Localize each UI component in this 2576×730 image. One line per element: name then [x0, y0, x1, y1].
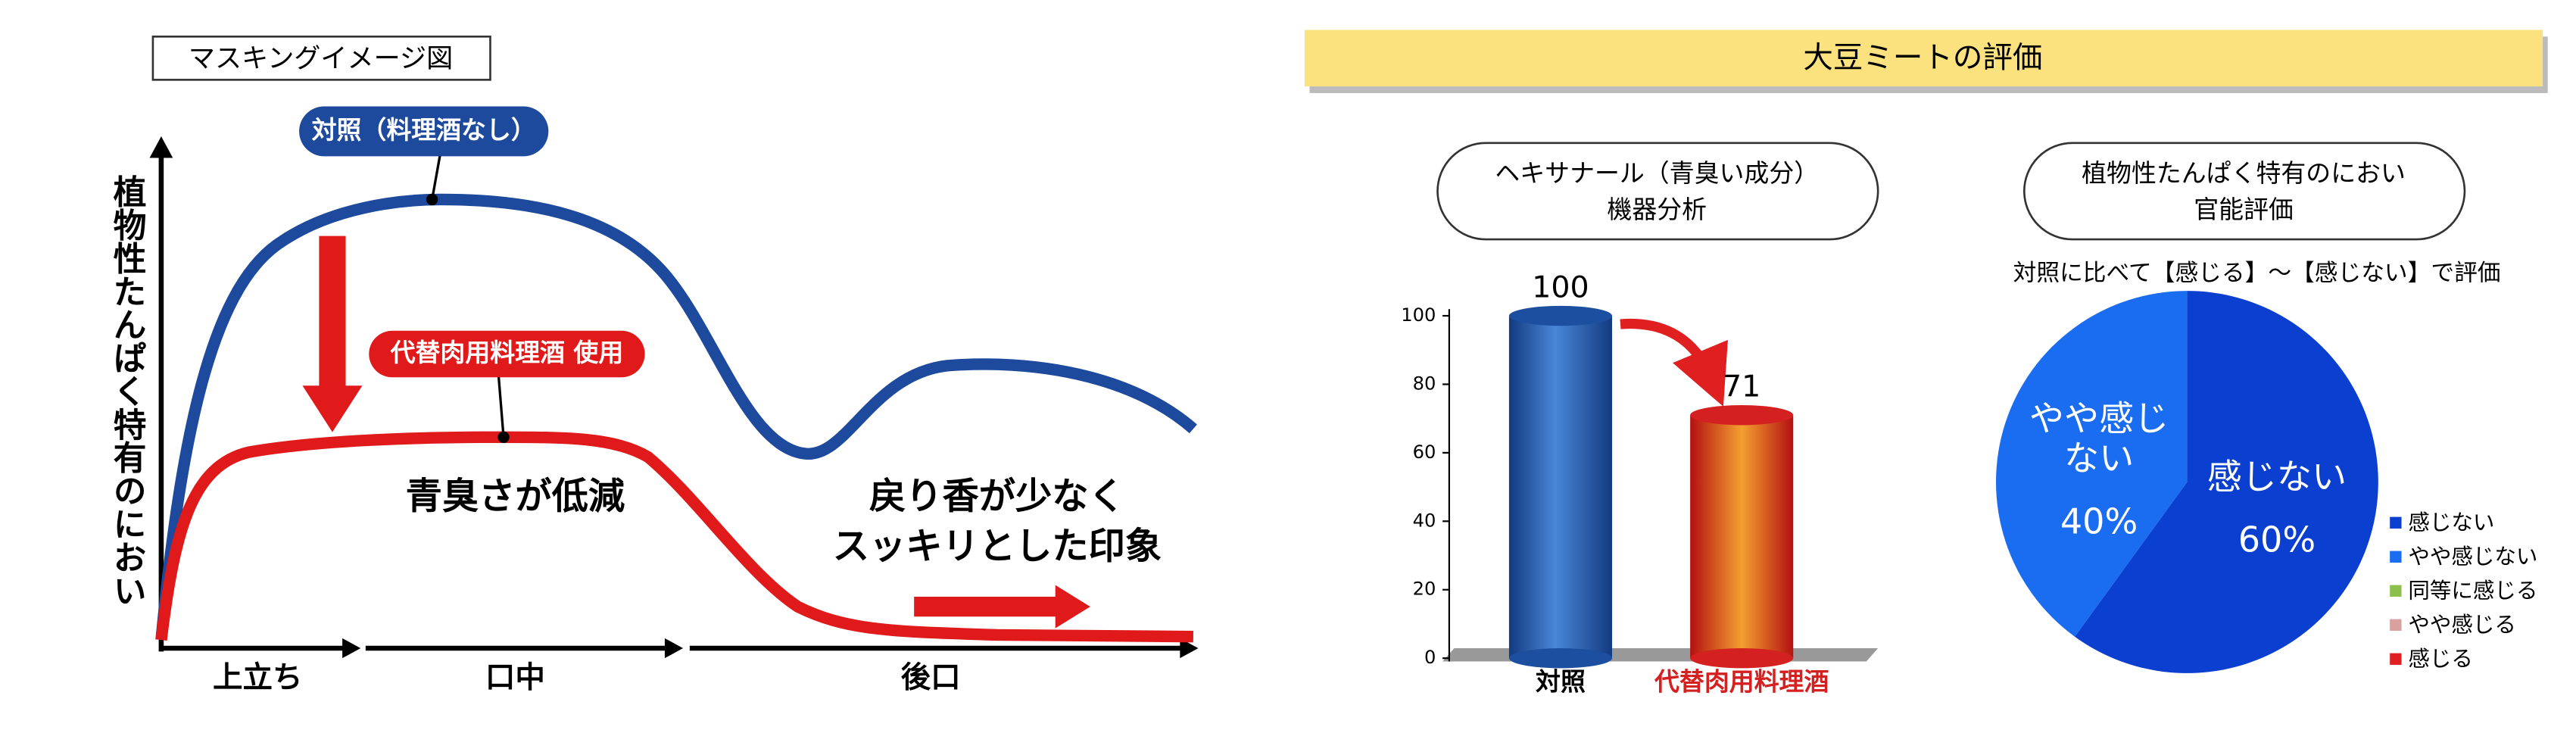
x-tick-label: 代替肉用料理酒 [1654, 667, 1829, 697]
test-label: 代替肉用料理酒 使用 [390, 338, 624, 367]
note: 青臭さが低減 [406, 475, 625, 517]
test-curve [155, 431, 1193, 643]
slice-label: やや感じない [2029, 398, 2169, 479]
legend-swatch [2390, 516, 2402, 529]
pie-slice [2075, 291, 2378, 673]
header-title: 大豆ミートの評価 [1803, 41, 2042, 76]
right-arrow [914, 585, 1090, 629]
control-pill [299, 106, 549, 157]
floor [1442, 648, 1879, 662]
legend-swatch [2390, 551, 2402, 563]
x-arrows [342, 638, 1199, 659]
bar-subtitle: 機器分析 [1607, 195, 1707, 224]
y-tick-label: 0 [1424, 647, 1436, 668]
slice-label: 感じない [2206, 457, 2347, 498]
test-pill [369, 330, 645, 378]
y-arrow [149, 136, 173, 158]
y-tick-label: 60 [1413, 441, 1436, 463]
value-label: 100 [1532, 270, 1589, 304]
leader [497, 375, 505, 438]
leader [431, 152, 442, 200]
legend-label: 感じる [2408, 646, 2473, 671]
bar-body [1690, 415, 1794, 659]
phase-label: 後口 [901, 660, 961, 695]
slice-value: 60% [2238, 519, 2316, 560]
legend-swatch [2390, 585, 2402, 597]
bar-base [1508, 648, 1612, 669]
legend-label: やや感じない [2408, 544, 2537, 569]
slice-label: やや感じない [2029, 398, 2169, 479]
y-axis-label: 植物性たんぱく特有のにおい [108, 174, 147, 607]
down-arrow [302, 236, 363, 432]
y-tick-label: 100 [1401, 304, 1436, 326]
slice-value: 40% [2060, 501, 2138, 542]
value-label: 71 [1723, 370, 1760, 404]
legend-swatch [2390, 653, 2402, 665]
pie-note: 対照に比べて【感じる】～【感じない】で評価 [2013, 260, 2501, 287]
pie-title: 植物性たんぱく特有のにおい [2082, 158, 2406, 188]
bar [1508, 305, 1612, 669]
slice-value: 40% [2060, 501, 2138, 542]
legend-label: やや感じる [2408, 612, 2516, 637]
leader-dot [426, 193, 438, 206]
pie-subtitle: 官能評価 [2194, 195, 2294, 224]
bar-body [1508, 316, 1612, 659]
leader-dot [497, 431, 510, 443]
bar [1690, 404, 1794, 669]
note: 戻り香が少なく [869, 475, 1125, 517]
bar-title-box [1436, 142, 1879, 241]
phase-label: 口中 [485, 660, 545, 695]
note: スッキリとした印象 [833, 525, 1162, 567]
diagram-title-box [151, 35, 491, 81]
control-curve [155, 193, 1197, 641]
decrease-arrow [1620, 318, 1728, 407]
y-tick-label: 20 [1413, 579, 1436, 600]
legend-swatch [2390, 619, 2402, 631]
banner [1304, 30, 2543, 87]
slice-label: 感じない [2206, 457, 2347, 498]
control-label: 対照（料理酒なし） [312, 115, 536, 145]
pie-title-box [2022, 142, 2466, 241]
phase-label: 上立ち [213, 660, 302, 695]
legend-label: 感じない [2408, 510, 2494, 535]
pie-slice [1996, 291, 2188, 637]
x-tick-label: 対照 [1536, 667, 1586, 697]
y-tick-label: 80 [1413, 373, 1436, 394]
diagram-title: マスキングイメージ図 [189, 43, 453, 74]
bar-title: ヘキサナール（青臭い成分） [1495, 158, 1819, 188]
y-tick-label: 40 [1413, 510, 1436, 531]
bar-top [1508, 305, 1612, 326]
slice-value: 60% [2238, 519, 2316, 560]
bar-top [1690, 404, 1794, 426]
legend-label: 同等に感じる [2408, 578, 2537, 603]
bar-base [1690, 648, 1794, 669]
